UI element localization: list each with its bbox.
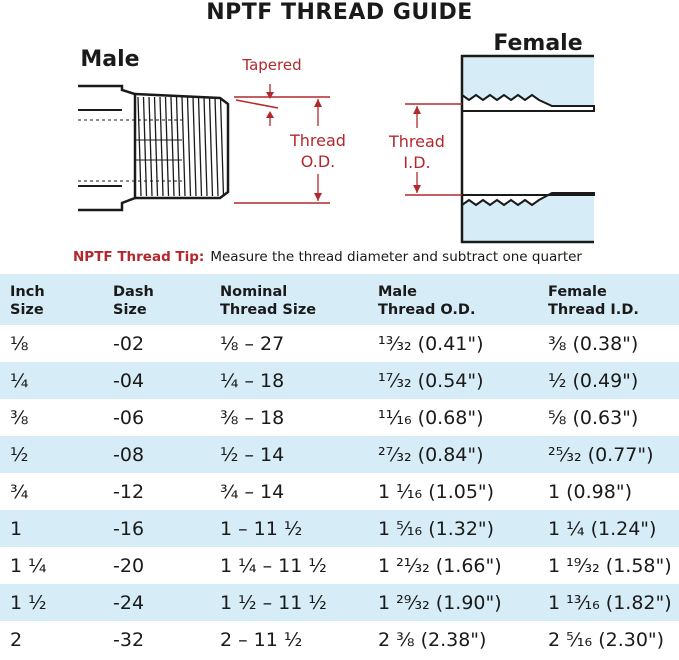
cell-inch-size: ¼ (0, 362, 113, 399)
thread-id-label-line2: I.D. (403, 153, 430, 172)
cell-dash-size: -12 (113, 480, 145, 503)
cell-nominal-thread-size: 1 – 11 ½ (220, 510, 378, 547)
header-line: Thread Size (220, 302, 317, 318)
header-inch-size: Inch Size (0, 274, 113, 325)
cell-female-thread-id: ½ (0.49") (548, 362, 679, 399)
cell-dash-size: -08 (113, 436, 220, 473)
header-line: Size (113, 302, 147, 318)
cell-female-thread-id: 2 ⁵⁄₁₆ (2.30") (548, 628, 665, 651)
cell-dash-size: -06 (113, 406, 145, 429)
thread-od-label-line1: Thread (289, 131, 346, 150)
cell-male-thread-od: 2 ⅜ (2.38") (378, 628, 487, 651)
thread-diagram: Tapered Thread O.D. Female Male Thread I… (78, 31, 595, 244)
table-row: ½ -08 ½ – 14 ²⁷⁄₃₂ (0.84") ²⁵⁄₃₂ (0.77") (0, 436, 679, 473)
header-nominal-thread-size: Nominal Thread Size (220, 274, 378, 325)
table-row: 2 -32 2 – 11 ½ 2 ⅜ (2.38") 2 ⁵⁄₁₆ (2.30"… (0, 621, 679, 658)
header-dash-size: Dash Size (113, 274, 220, 325)
cell-female-thread-id: 1 ¹⁹⁄₃₂ (1.58") (548, 554, 672, 577)
thread-tip-label: NPTF Thread Tip: (73, 249, 205, 265)
cell-male-thread-od: 1 ²¹⁄₃₂ (1.66") (378, 554, 502, 577)
table-row: ⅛ -02 ⅛ – 27 ¹³⁄₃₂ (0.41") ⅜ (0.38") (0, 325, 679, 362)
tapered-label: Tapered (241, 56, 301, 74)
cell-male-thread-od: ¹⁷⁄₃₂ (0.54") (378, 362, 548, 399)
cell-nominal-thread-size: ¾ – 14 (220, 480, 285, 503)
table-row: ⅜ -06 ⅜ – 18 ¹¹⁄₁₆ (0.68") ⅝ (0.63") (0, 399, 679, 436)
cell-female-thread-id: ²⁵⁄₃₂ (0.77") (548, 436, 679, 473)
cell-dash-size: -02 (113, 332, 145, 355)
cell-nominal-thread-size: ⅜ – 18 (220, 406, 285, 429)
thread-od-label-line2: O.D. (301, 152, 335, 171)
cell-nominal-thread-size: ½ – 14 (220, 436, 378, 473)
cell-inch-size: 2 (10, 628, 23, 651)
table-row: ¼ -04 ¼ – 18 ¹⁷⁄₃₂ (0.54") ½ (0.49") (0, 362, 679, 399)
cell-female-thread-id: ⅜ (0.38") (548, 332, 639, 355)
female-fitting-drawing (460, 54, 595, 244)
header-line: Female (548, 284, 607, 300)
cell-female-thread-id: 1 (0.98") (548, 480, 632, 503)
header-line: Dash (113, 284, 154, 300)
table-header-row: Inch Size Dash Size Nominal Thread Size Mal… (0, 274, 679, 325)
cell-inch-size: ⅜ (10, 406, 29, 429)
cell-nominal-thread-size: 1 ¼ – 11 ½ (220, 554, 327, 577)
cell-female-thread-id: ⅝ (0.63") (548, 406, 639, 429)
cell-inch-size: ½ (0, 436, 113, 473)
male-label: Male (80, 47, 139, 72)
header-male-thread-od: Male Thread O.D. (378, 274, 548, 325)
cell-nominal-thread-size: ⅛ – 27 (220, 332, 285, 355)
thread-tip-text: Measure the thread diameter and subtract… (210, 249, 582, 265)
cell-nominal-thread-size: 2 – 11 ½ (220, 628, 303, 651)
cell-inch-size: 1 ½ (0, 584, 113, 621)
cell-dash-size: -16 (113, 510, 220, 547)
cell-male-thread-od: 1 ¹⁄₁₆ (1.05") (378, 480, 495, 503)
cell-male-thread-od: ²⁷⁄₃₂ (0.84") (378, 436, 548, 473)
header-line: Size (10, 302, 44, 318)
table-row: 1 -16 1 – 11 ½ 1 ⁵⁄₁₆ (1.32") 1 ¼ (1.24"… (0, 510, 679, 547)
cell-dash-size: -24 (113, 584, 220, 621)
table-row: 1 ½ -24 1 ½ – 11 ½ 1 ²⁹⁄₃₂ (1.90") 1 ¹³⁄… (0, 584, 679, 621)
thread-size-table: Inch Size Dash Size Nominal Thread Size Mal… (0, 274, 679, 658)
cell-inch-size: 1 (0, 510, 113, 547)
cell-inch-size: ⅛ (10, 332, 29, 355)
table-row: ¾ -12 ¾ – 14 1 ¹⁄₁₆ (1.05") 1 (0.98") (0, 473, 679, 510)
cell-inch-size: 1 ¼ (10, 554, 47, 577)
table-row: 1 ¼ -20 1 ¼ – 11 ½ 1 ²¹⁄₃₂ (1.66") 1 ¹⁹⁄… (0, 547, 679, 584)
cell-inch-size: ¾ (10, 480, 29, 503)
header-line: Thread O.D. (378, 302, 476, 318)
male-fitting-drawing (78, 84, 230, 212)
header-female-thread-id: Female Thread I.D. (548, 274, 679, 325)
tapered-annotation (234, 84, 330, 126)
header-line: Thread I.D. (548, 302, 639, 318)
thread-id-dimension (405, 103, 462, 196)
cell-dash-size: -04 (113, 362, 220, 399)
cell-dash-size: -32 (113, 628, 145, 651)
cell-nominal-thread-size: 1 ½ – 11 ½ (220, 584, 378, 621)
page-title: NPTF THREAD GUIDE (206, 0, 473, 25)
thread-od-dimension (234, 99, 330, 204)
thread-id-label-line1: Thread (388, 132, 445, 151)
cell-male-thread-od: 1 ²⁹⁄₃₂ (1.90") (378, 584, 548, 621)
cell-nominal-thread-size: ¼ – 18 (220, 362, 378, 399)
cell-female-thread-id: 1 ¹³⁄₁₆ (1.82") (548, 584, 679, 621)
cell-female-thread-id: 1 ¼ (1.24") (548, 510, 679, 547)
cell-male-thread-od: 1 ⁵⁄₁₆ (1.32") (378, 510, 548, 547)
thread-tip: NPTF Thread Tip: Measure the thread diame… (73, 249, 582, 265)
header-line: Nominal (220, 284, 288, 300)
cell-male-thread-od: ¹¹⁄₁₆ (0.68") (378, 406, 484, 429)
header-line: Inch (10, 284, 45, 300)
female-label: Female (493, 31, 582, 56)
cell-male-thread-od: ¹³⁄₃₂ (0.41") (378, 332, 484, 355)
cell-dash-size: -20 (113, 554, 145, 577)
header-line: Male (378, 284, 418, 300)
